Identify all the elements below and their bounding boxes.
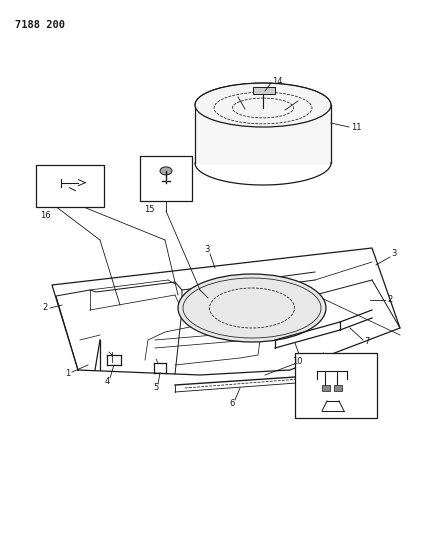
Bar	[140, 156, 192, 201]
Text: 16: 16	[40, 211, 51, 220]
Text: 8: 8	[298, 358, 303, 367]
Ellipse shape	[195, 83, 331, 127]
Bar	[334, 385, 342, 391]
Text: 3: 3	[204, 246, 210, 254]
Text: 5: 5	[153, 384, 159, 392]
Bar	[322, 385, 330, 391]
Text: 2: 2	[387, 295, 392, 304]
Bar	[253, 87, 275, 94]
Text: 7: 7	[364, 337, 370, 346]
Text: 4: 4	[104, 377, 110, 386]
Text: 15: 15	[144, 205, 155, 214]
Text: 7188 200: 7188 200	[15, 20, 65, 30]
Text: 9: 9	[298, 369, 303, 378]
Text: 14: 14	[272, 77, 282, 85]
Bar	[36, 165, 104, 207]
Text: 2: 2	[42, 303, 48, 312]
Text: 11: 11	[351, 123, 362, 132]
Text: 13: 13	[227, 91, 238, 100]
Text: 1: 1	[65, 369, 71, 378]
Text: 6: 6	[229, 400, 235, 408]
Text: 12: 12	[299, 94, 309, 103]
Text: 3: 3	[391, 249, 397, 259]
Text: 10: 10	[292, 357, 302, 366]
Ellipse shape	[160, 167, 172, 175]
Ellipse shape	[178, 274, 326, 342]
Bar	[295, 353, 377, 418]
